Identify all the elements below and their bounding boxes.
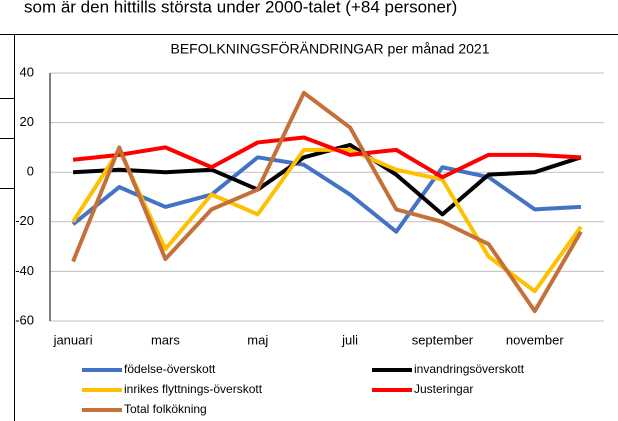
y-tick-label: -60 [15,312,34,327]
series-line [71,90,583,314]
chart-frame [14,34,618,421]
x-tick-label: juli [341,332,358,347]
legend-label: Total folkökning [124,402,207,416]
x-tick-label: november [506,332,564,347]
series-line [72,135,582,180]
legend-label: inrikes flyttnings-överskott [124,382,263,396]
legend-label: födelse-överskott [124,362,216,376]
y-tick-label: 0 [27,164,34,179]
x-tick-label: mars [151,332,180,347]
y-tick-label: 40 [20,64,34,79]
y-tick-label: 20 [20,114,34,129]
chart-title: BEFOLKNINGSFÖRÄNDRINGAR per månad 2021 [171,40,490,57]
header-text: som är den hittills största under 2000-t… [24,0,457,16]
y-tick-label: -20 [15,213,34,228]
y-tick-label: -40 [15,263,34,278]
x-tick-label: september [412,332,474,347]
legend-label: invandringsöverskott [414,362,525,376]
x-tick-label: maj [247,332,268,347]
x-tick-label: januari [53,332,93,347]
legend-label: Justeringar [414,382,473,396]
series-line [71,155,582,234]
series-line [71,147,583,294]
